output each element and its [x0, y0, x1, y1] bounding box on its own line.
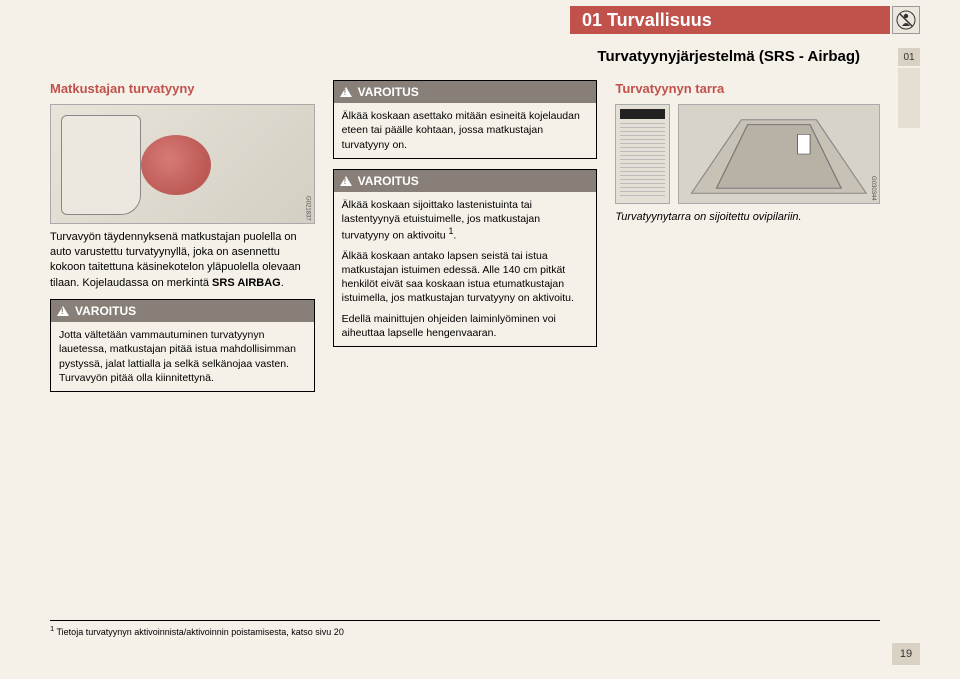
- passenger-airbag-illustration: G021837: [50, 104, 315, 224]
- subtitle: Turvatyynyjärjestelmä (SRS - Airbag): [597, 48, 860, 65]
- col3-caption: Turvatyynytarra on sijoitettu ovipilarii…: [615, 210, 880, 225]
- door-pillar-illustration: G030344: [678, 104, 880, 204]
- seatbelt-icon: [892, 6, 920, 34]
- column-3: Turvatyynyn tarra G030344 Turvatyynytarr…: [615, 80, 880, 402]
- section-tab-spacer: [898, 68, 920, 128]
- warning-body-2: Älkää koskaan asettako mitään esineitä k…: [334, 103, 597, 158]
- section-number: 01: [903, 52, 914, 63]
- warning-head-1: VAROITUS: [51, 300, 314, 322]
- warning-label-3: VAROITUS: [358, 173, 419, 189]
- warn3-p1: Älkää koskaan sijoittako lastenistuinta …: [342, 199, 540, 242]
- content-columns: Matkustajan turvatyyny G021837 Turvavyön…: [50, 80, 880, 402]
- footnote-text: Tietoja turvatyynyn aktivoinnista/aktivo…: [57, 627, 344, 637]
- sub-header: Turvatyynyjärjestelmä (SRS - Airbag): [50, 48, 860, 65]
- column-1: Matkustajan turvatyyny G021837 Turvavyön…: [50, 80, 315, 402]
- warning-body-1: Jotta vältetään vammautuminen turvatyyny…: [51, 322, 314, 391]
- warning-body-3: Älkää koskaan sijoittako lastenistuinta …: [334, 192, 597, 346]
- col1-body-bold: SRS AIRBAG: [212, 277, 281, 289]
- column-2: VAROITUS Älkää koskaan asettako mitään e…: [333, 80, 598, 402]
- warning-box-2: VAROITUS Älkää koskaan asettako mitään e…: [333, 80, 598, 159]
- warning-icon: [340, 87, 352, 97]
- warning-label-1: VAROITUS: [75, 303, 136, 319]
- warn3-p1-end: .: [453, 230, 456, 242]
- footnote: 1 Tietoja turvatyynyn aktivoinnista/akti…: [50, 624, 344, 637]
- warning-label-2: VAROITUS: [358, 84, 419, 100]
- chapter-title: 01 Turvallisuus: [582, 10, 712, 31]
- illus-code-1: G021837: [304, 196, 312, 221]
- warning-head-3: VAROITUS: [334, 170, 597, 192]
- footnote-num: 1: [50, 624, 54, 633]
- warning-head-2: VAROITUS: [334, 81, 597, 103]
- chapter-band: 01 Turvallisuus: [570, 6, 890, 34]
- col3-heading: Turvatyynyn tarra: [615, 80, 880, 98]
- airbag-label-sticker: [615, 104, 670, 204]
- col1-body: Turvavyön täydennyksenä matkustajan puol…: [50, 230, 315, 292]
- section-tab: 01: [898, 48, 920, 66]
- warning-box-1: VAROITUS Jotta vältetään vammautuminen t…: [50, 299, 315, 392]
- illus-code-3: G030344: [869, 176, 877, 201]
- col1-body-end: .: [281, 277, 284, 289]
- warning-box-3: VAROITUS Älkää koskaan sijoittako lasten…: [333, 169, 598, 347]
- footnote-rule: [50, 620, 880, 621]
- warning-icon: [57, 306, 69, 316]
- col1-heading: Matkustajan turvatyyny: [50, 80, 315, 98]
- warn3-p2: Älkää koskaan antako lapsen seistä tai i…: [342, 249, 589, 306]
- warning-icon: [340, 176, 352, 186]
- page-number: 19: [900, 648, 912, 660]
- airbag-label-row: G030344: [615, 104, 880, 204]
- page-number-box: 19: [892, 643, 920, 665]
- warn3-p3: Edellä mainittujen ohjeiden laiminlyömin…: [342, 312, 589, 340]
